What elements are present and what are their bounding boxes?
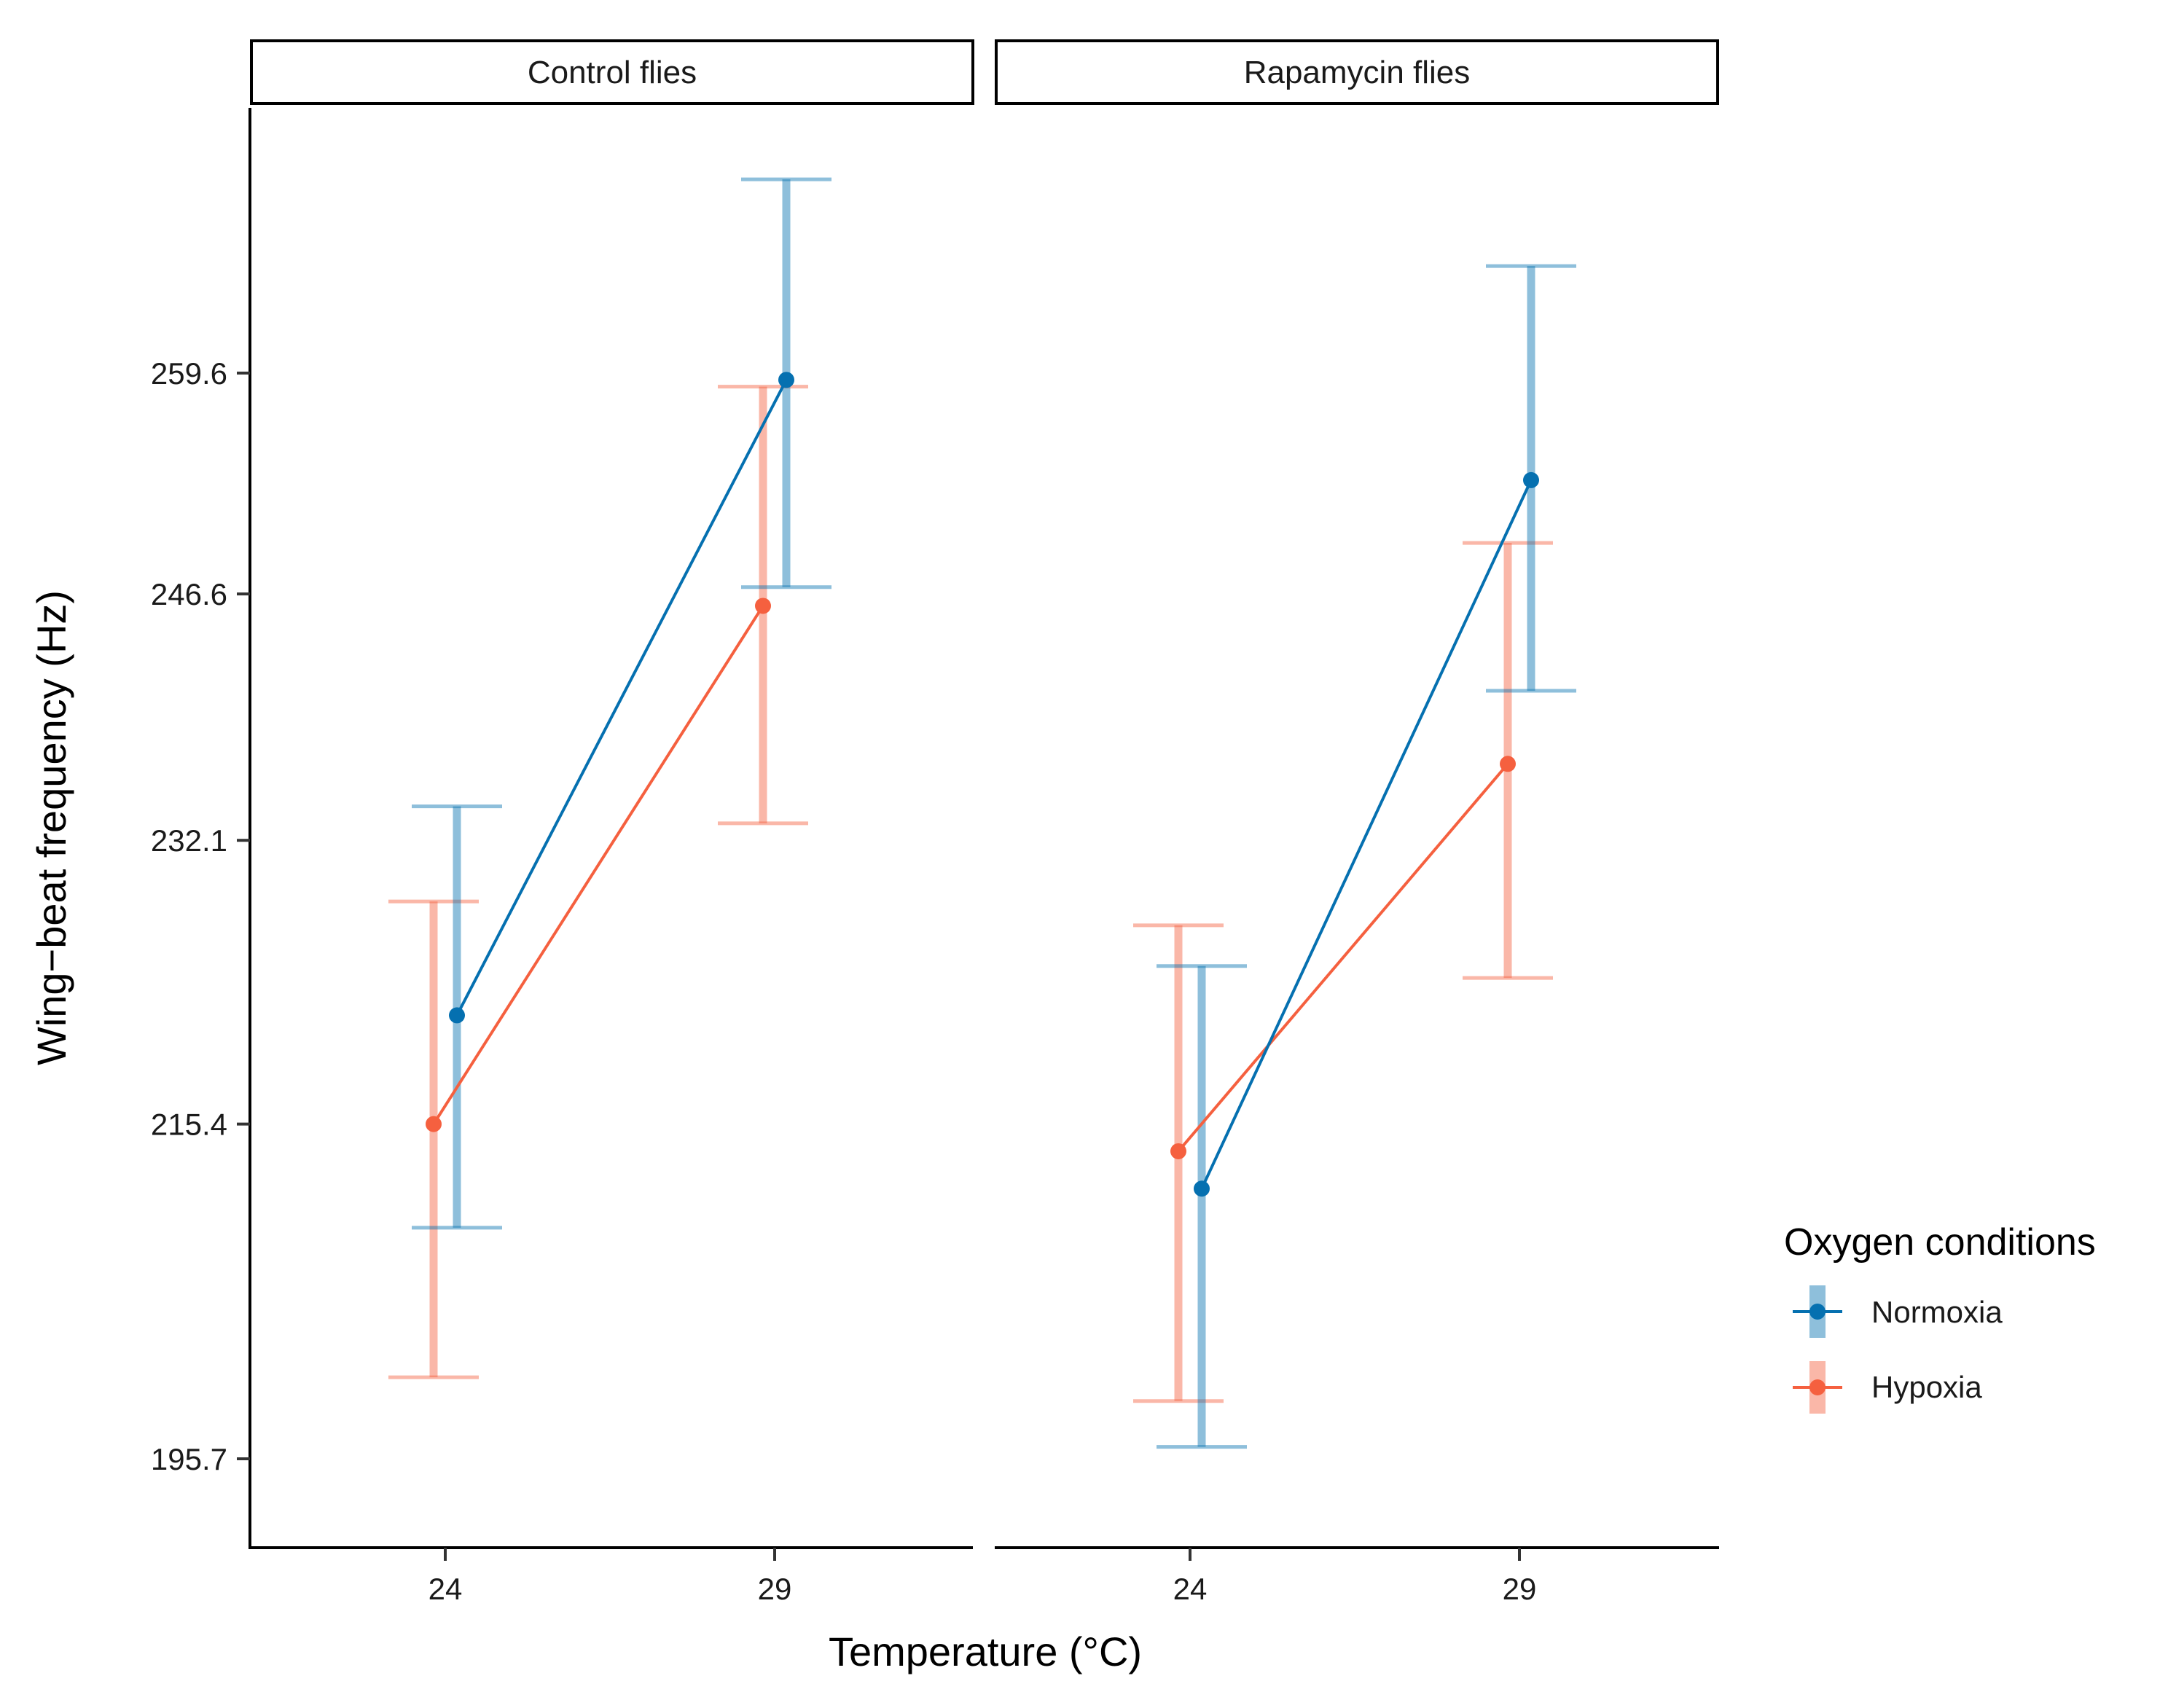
- strip-rapamycin: [995, 39, 1719, 105]
- y-tick-label-1: 215.4: [151, 1108, 227, 1142]
- data-marks: [388, 177, 1576, 1449]
- point-control-hypoxia-24: [426, 1116, 442, 1132]
- y-axis-title: Wing−beat frequency (Hz): [28, 590, 74, 1065]
- y-tick-label-2: 232.1: [151, 823, 227, 858]
- y-tick-label-4: 259.6: [151, 356, 227, 391]
- point-control-normoxia-24: [449, 1007, 465, 1024]
- series-line-control-normoxia: [455, 379, 788, 1016]
- y-ticks: 195.7 215.4 232.1 246.6 259.6: [151, 356, 250, 1476]
- strip-control: [250, 39, 974, 105]
- legend-label-normoxia: Normoxia: [1871, 1295, 2003, 1329]
- legend-title: Oxygen conditions: [1784, 1221, 2096, 1264]
- legend-point-normoxia: [1809, 1304, 1826, 1320]
- point-rapamycin-hypoxia-24: [1170, 1143, 1186, 1159]
- series-line-rapamycin-hypoxia: [1177, 763, 1509, 1153]
- point-control-hypoxia-29: [755, 598, 771, 614]
- point-control-normoxia-29: [778, 372, 794, 388]
- legend-label-hypoxia: Hypoxia: [1871, 1370, 1982, 1404]
- x-tick-label-control-29: 29: [758, 1572, 792, 1606]
- x-tick-label-rapamycin-24: 24: [1173, 1572, 1208, 1606]
- point-rapamycin-normoxia-24: [1194, 1180, 1210, 1197]
- x-tick-label-control-24: 24: [429, 1572, 463, 1606]
- point-rapamycin-normoxia-29: [1523, 471, 1539, 488]
- strip-label-rapamycin: Rapamycin flies: [1244, 55, 1471, 90]
- series-line-control-hypoxia: [432, 605, 764, 1125]
- y-tick-label-0: 195.7: [151, 1442, 227, 1476]
- y-tick-label-3: 246.6: [151, 577, 227, 611]
- series-line-rapamycin-normoxia: [1200, 479, 1533, 1190]
- legend-key-normoxia: [1793, 1285, 1842, 1338]
- strip-label-control: Control flies: [528, 55, 697, 90]
- legend-key-hypoxia: [1793, 1361, 1842, 1414]
- x-axis-title: Temperature (°C): [829, 1629, 1142, 1674]
- legend-point-hypoxia: [1809, 1379, 1826, 1395]
- point-rapamycin-hypoxia-29: [1500, 756, 1516, 772]
- x-tick-label-rapamycin-29: 29: [1503, 1572, 1537, 1606]
